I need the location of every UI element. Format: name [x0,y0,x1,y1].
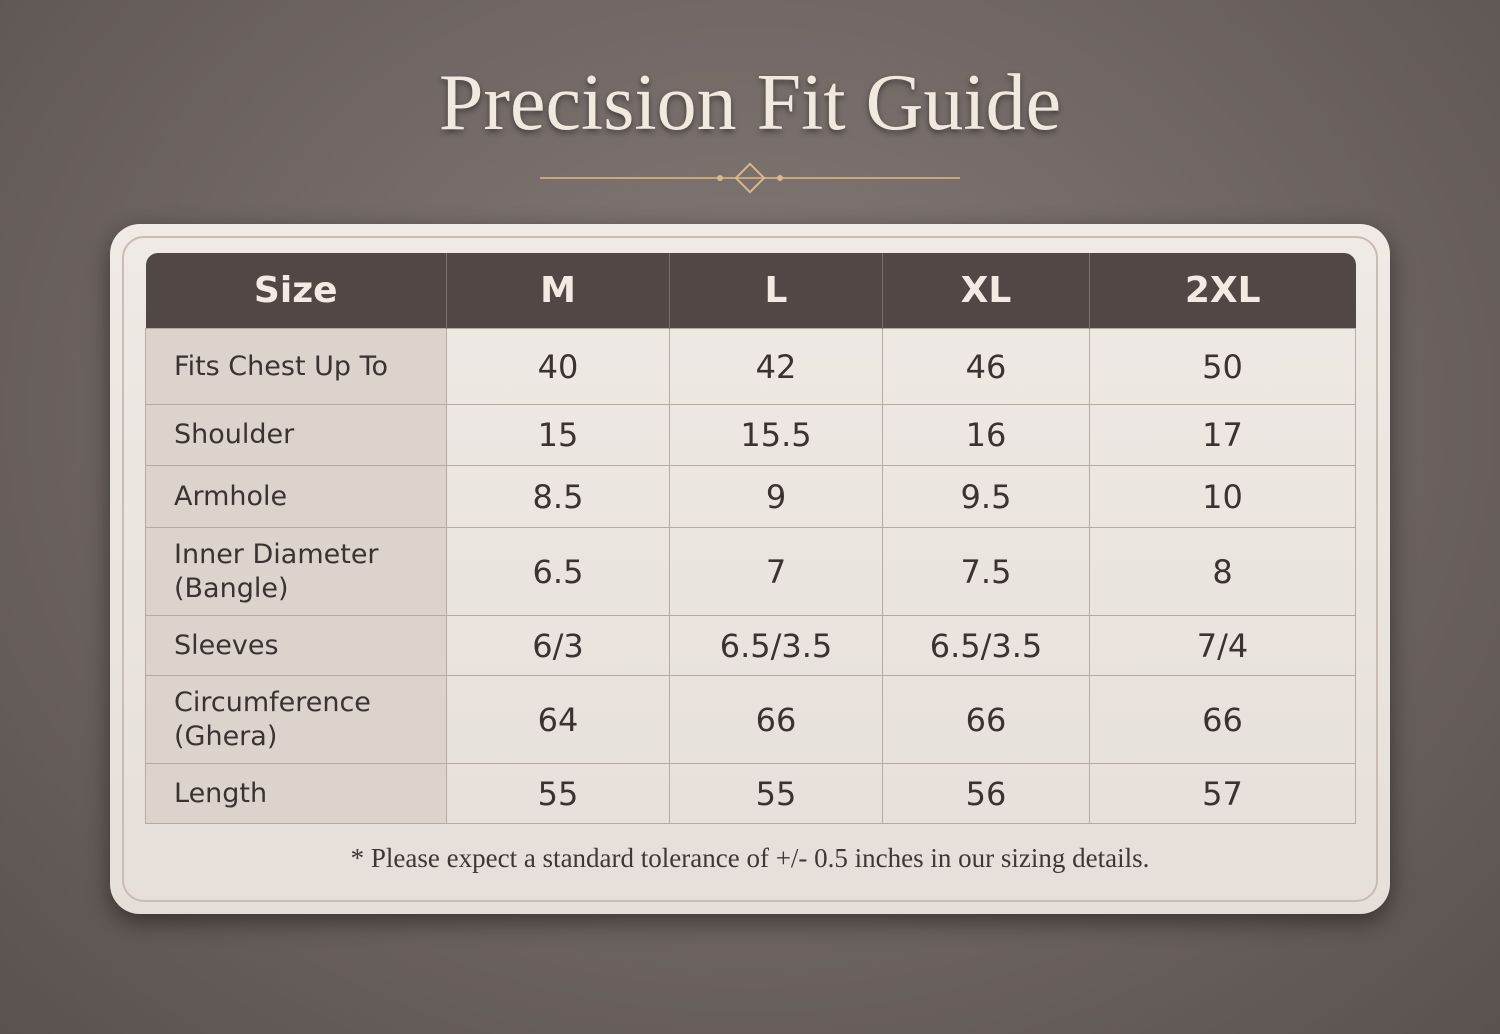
row-label: Inner Diameter (Bangle) [145,527,447,616]
table-row: Fits Chest Up To 40 42 46 50 [145,328,1356,405]
header-cell: L [669,253,883,329]
row-label: Armhole [145,465,447,528]
cell: 7/4 [1089,615,1356,676]
cell: 64 [446,675,670,764]
row-label: Circumference (Ghera) [145,675,447,764]
cell: 6.5/3.5 [669,615,883,676]
cell: 55 [669,763,883,824]
cell: 56 [882,763,1090,824]
cell: 6/3 [446,615,670,676]
row-label: Length [145,763,447,824]
cell: 7 [669,527,883,616]
cell: 10 [1089,465,1356,528]
cell: 6.5 [446,527,670,616]
table-row: Length 55 55 56 57 [145,763,1356,824]
cell: 8.5 [446,465,670,528]
header-cell: XL [882,253,1090,329]
cell: 7.5 [882,527,1090,616]
table-row: Shoulder 15 15.5 16 17 [145,404,1356,466]
cell: 57 [1089,763,1356,824]
cell: 40 [446,328,670,405]
cell: 9.5 [882,465,1090,528]
header-cell: 2XL [1089,253,1356,329]
cell: 66 [669,675,883,764]
cell: 6.5/3.5 [882,615,1090,676]
cell: 66 [882,675,1090,764]
table-row: Armhole 8.5 9 9.5 10 [145,465,1356,528]
cell: 8 [1089,527,1356,616]
cell: 9 [669,465,883,528]
cell: 42 [669,328,883,405]
cell: 15.5 [669,404,883,466]
cell: 16 [882,404,1090,466]
cell: 17 [1089,404,1356,466]
header-cell: Size [145,253,447,329]
cell: 50 [1089,328,1356,405]
ornament [540,162,960,194]
size-table: Size M L XL 2XL Fits Chest Up To 40 42 46 50 Shou… [145,253,1356,824]
row-label: Sleeves [145,615,447,676]
table-row: Inner Diameter (Bangle) 6.5 7 7.5 8 [145,527,1356,616]
title: Precision Fit Guide [438,59,1062,147]
table-row: Circumference (Ghera) 64 66 66 66 [145,675,1356,764]
header-row: Size M L XL 2XL [145,253,1356,329]
header-cell: M [446,253,670,329]
row-label: Shoulder [145,404,447,466]
cell: 15 [446,404,670,466]
table-body: Fits Chest Up To 40 42 46 50 Shoulder 15 15.5 16… [145,328,1356,824]
footnote: * Please expect a standard tolerance of … [350,843,1150,873]
row-label: Fits Chest Up To [145,328,447,405]
cell: 66 [1089,675,1356,764]
cell: 55 [446,763,670,824]
cell: 46 [882,328,1090,405]
table-row: Sleeves 6/3 6.5/3.5 6.5/3.5 7/4 [145,615,1356,676]
